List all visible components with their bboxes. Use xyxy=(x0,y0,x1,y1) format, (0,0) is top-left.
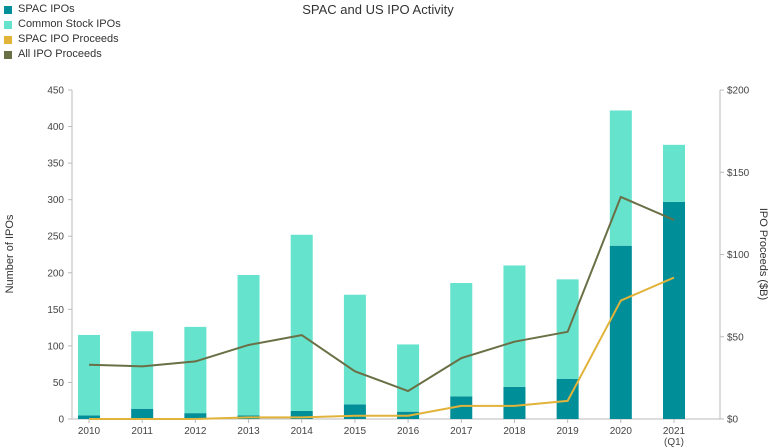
y-tick-label: 350 xyxy=(47,159,64,170)
x-tick-label: 2010 xyxy=(78,426,101,437)
bar-spac-ipos-2020 xyxy=(609,245,632,419)
bar-common-stock-ipos-2012 xyxy=(184,326,207,414)
legend-swatch-common-stock-ipos xyxy=(4,20,12,29)
x-tick-label: 2019 xyxy=(557,426,580,437)
legend-item-all-ipo-proceeds: All IPO Proceeds xyxy=(4,47,121,62)
y2-tick-label: $150 xyxy=(727,168,750,179)
x-tick-label: 2014 xyxy=(291,426,314,437)
bar-spac-ipos-2014 xyxy=(290,410,313,419)
x-tick-label: 2020 xyxy=(610,426,633,437)
bar-common-stock-ipos-2010 xyxy=(78,334,100,416)
y-tick-label: 450 xyxy=(47,86,64,97)
bar-spac-ipos-2010 xyxy=(78,415,100,419)
y-tick-label: 250 xyxy=(47,232,64,243)
y-tick-label: 150 xyxy=(47,305,64,316)
x-tick-label: 2018 xyxy=(503,426,526,437)
y2-tick-label: $0 xyxy=(727,415,739,426)
y2-tick-label: $200 xyxy=(727,86,750,97)
x-tick-label: 2017 xyxy=(450,426,473,437)
y-tick-label: 200 xyxy=(47,268,64,279)
legend-label-all-ipo-proceeds: All IPO Proceeds xyxy=(18,48,102,60)
x-tick-label: 2015 xyxy=(344,426,367,437)
bar-spac-ipos-2017 xyxy=(450,396,473,419)
y2-tick-label: $100 xyxy=(727,250,750,261)
x-tick-label: 2013 xyxy=(237,426,260,437)
y2-axis-ticks: $0 $50 $100 $150 $200 xyxy=(720,86,750,426)
y-tick-label: 0 xyxy=(58,415,64,426)
bar-common-stock-ipos-2021 xyxy=(663,144,685,202)
bar-common-stock-ipos-2011 xyxy=(131,331,154,409)
legend-label-spac-ipo-proceeds: SPAC IPO Proceeds xyxy=(18,33,119,45)
bar-series xyxy=(78,110,685,419)
y-axis-title: Number of IPOs xyxy=(4,214,16,293)
legend-item-spac-ipos: SPAC IPOs xyxy=(4,2,121,17)
bar-common-stock-ipos-2018 xyxy=(503,265,526,387)
y-tick-label: 50 xyxy=(53,378,65,389)
x-tick-label: 2016 xyxy=(397,426,420,437)
legend-label-common-stock-ipos: Common Stock IPOs xyxy=(18,18,121,30)
bar-spac-ipos-2012 xyxy=(184,413,207,419)
bar-common-stock-ipos-2015 xyxy=(343,294,366,405)
y-axis-ticks: 0 50 100 150 200 250 300 350 400 450 xyxy=(47,86,72,426)
y2-tick-label: $50 xyxy=(727,332,744,343)
bar-spac-ipos-2021 xyxy=(663,201,685,419)
bar-common-stock-ipos-2019 xyxy=(556,279,579,379)
chart-legend: SPAC IPOs Common Stock IPOs SPAC IPO Pro… xyxy=(4,2,121,62)
bar-common-stock-ipos-2016 xyxy=(397,344,420,412)
y2-axis-title: IPO Proceeds ($B) xyxy=(757,208,768,300)
bar-spac-ipos-2011 xyxy=(131,408,154,419)
x-tick-label: 2021 xyxy=(663,426,686,437)
y-tick-label: 100 xyxy=(47,341,64,352)
legend-swatch-spac-ipo-proceeds xyxy=(4,35,12,44)
bar-common-stock-ipos-2017 xyxy=(450,283,473,397)
y-tick-label: 300 xyxy=(47,195,64,206)
legend-swatch-all-ipo-proceeds xyxy=(4,50,12,59)
line-series xyxy=(88,195,675,420)
bar-common-stock-ipos-2020 xyxy=(609,110,632,246)
x-axis-ticks: 2010 2011 2012 2013 2014 2015 2016 2017 2018 2019… xyxy=(78,419,686,448)
legend-item-common-stock-ipos: Common Stock IPOs xyxy=(4,17,121,32)
x-tick-label: 2012 xyxy=(184,426,207,437)
bar-common-stock-ipos-2014 xyxy=(290,234,313,411)
x-tick-label: 2011 xyxy=(131,426,153,437)
bar-spac-ipos-2018 xyxy=(503,386,526,419)
legend-swatch-spac-ipos xyxy=(4,5,12,14)
chart-title: SPAC and US IPO Activity xyxy=(302,2,454,17)
legend-item-spac-ipo-proceeds: SPAC IPO Proceeds xyxy=(4,32,121,47)
line-all-ipo-proceeds xyxy=(88,195,675,393)
line-spac-ipo-proceeds xyxy=(89,276,675,420)
y-tick-label: 400 xyxy=(47,122,64,133)
legend-label-spac-ipos: SPAC IPOs xyxy=(18,3,75,15)
x-tick-sublabel: (Q1) xyxy=(664,437,684,448)
